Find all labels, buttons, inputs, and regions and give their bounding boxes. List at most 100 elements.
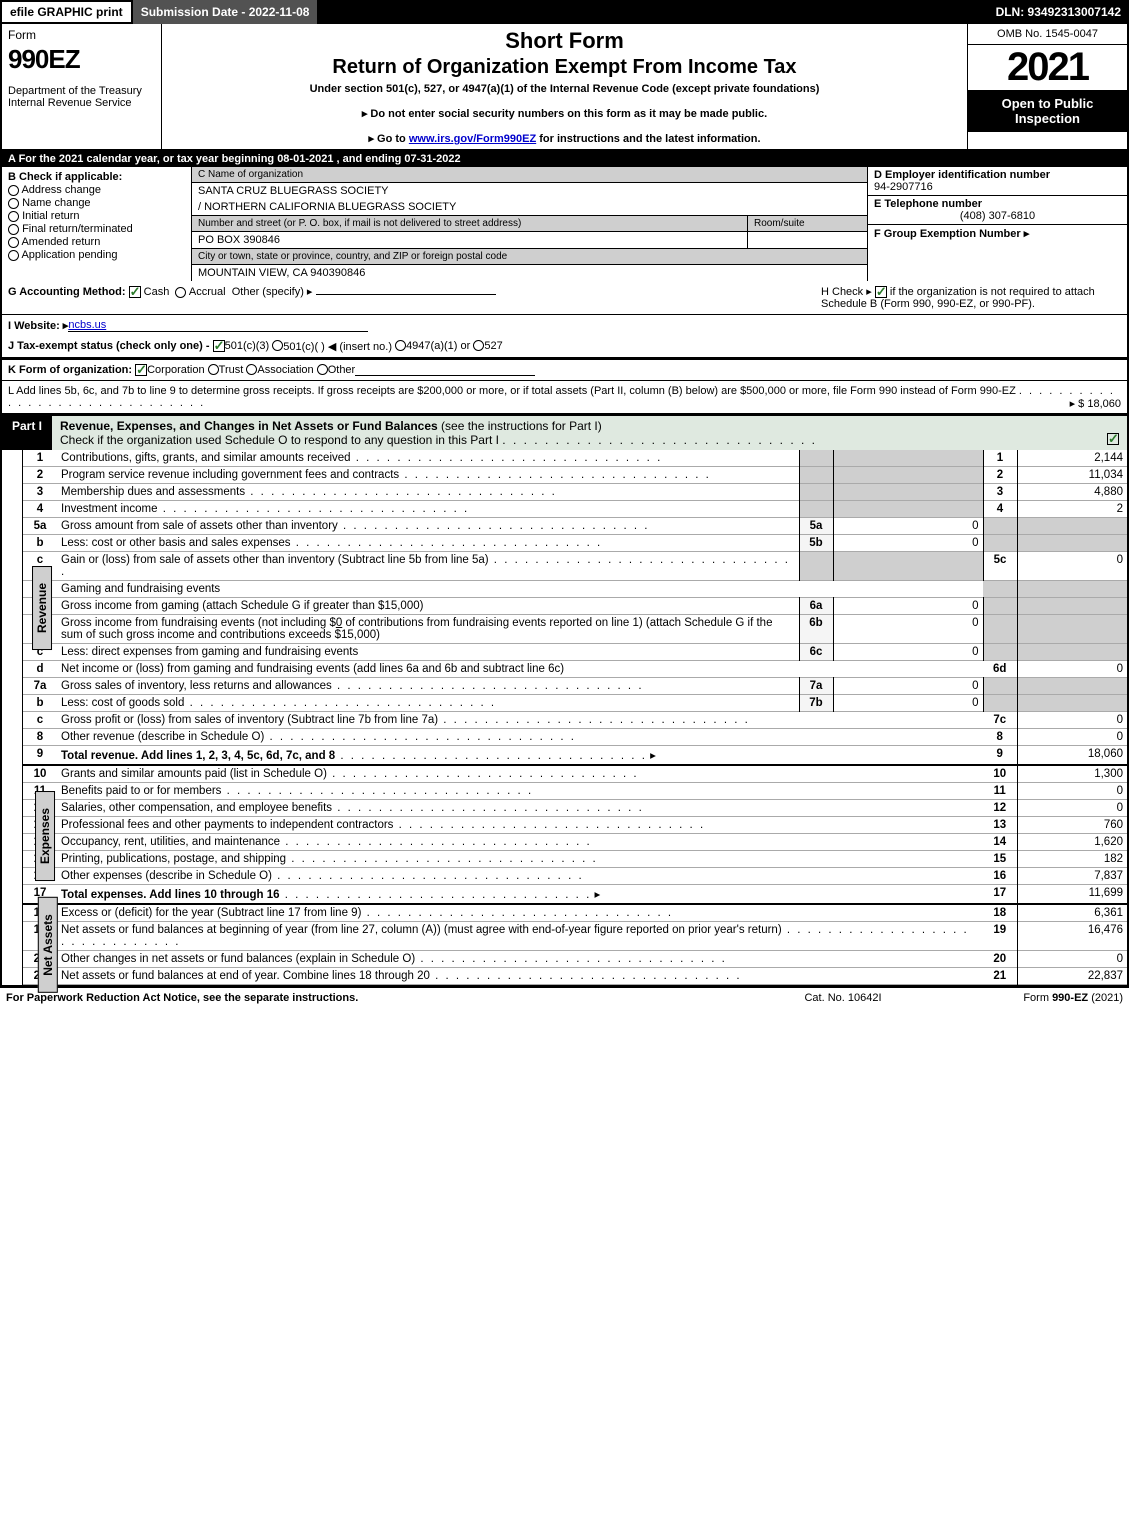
revenue-section: Revenue 1Contributions, gifts, grants, a…	[2, 450, 1127, 766]
org-name-2: / NORTHERN CALIFORNIA BLUEGRASS SOCIETY	[192, 199, 867, 215]
org-name-1: SANTA CRUZ BLUEGRASS SOCIETY	[192, 183, 867, 199]
part1-header: Part I Revenue, Expenses, and Changes in…	[2, 416, 1127, 450]
header-mid: Short Form Return of Organization Exempt…	[162, 24, 967, 149]
header-right: OMB No. 1545-0047 2021 Open to Public In…	[967, 24, 1127, 149]
chk-address-change[interactable]: Address change	[8, 184, 185, 196]
k-assoc: Association	[257, 364, 313, 376]
chk-trust[interactable]	[208, 364, 219, 375]
j-501c: 501(c)( ) ◀ (insert no.)	[283, 340, 392, 353]
line-7b: bLess: cost of goods sold7b0	[23, 695, 1127, 712]
footer-left: For Paperwork Reduction Act Notice, see …	[6, 992, 743, 1004]
line-18: 18Excess or (deficit) for the year (Subt…	[23, 905, 1127, 922]
g-accrual: Accrual	[189, 286, 226, 298]
chk-501c[interactable]	[272, 340, 283, 351]
open-to-public: Open to Public Inspection	[968, 90, 1127, 132]
j-label: J Tax-exempt status (check only one) -	[8, 340, 210, 353]
expenses-section: Expenses 10Grants and similar amounts pa…	[2, 766, 1127, 905]
f-group-exemption: F Group Exemption Number ▸	[868, 225, 1127, 242]
revenue-tab: Revenue	[32, 566, 52, 650]
j-501c3: 501(c)(3)	[225, 340, 270, 353]
line-19: 19Net assets or fund balances at beginni…	[23, 922, 1127, 951]
line-21: 21Net assets or fund balances at end of …	[23, 968, 1127, 985]
line-1: 1Contributions, gifts, grants, and simil…	[23, 450, 1127, 467]
line-20: 20Other changes in net assets or fund ba…	[23, 951, 1127, 968]
efile-print-button[interactable]: efile GRAPHIC print	[0, 0, 133, 24]
chk-name-change[interactable]: Name change	[8, 197, 185, 209]
form-number: 990EZ	[8, 44, 155, 75]
k-other-input[interactable]	[355, 364, 535, 376]
chk-other-org[interactable]	[317, 364, 328, 375]
dept-text: Department of the Treasury Internal Reve…	[8, 85, 155, 109]
chk-initial-return[interactable]: Initial return	[8, 210, 185, 222]
g-other-input[interactable]	[316, 294, 496, 295]
line-16: 16Other expenses (describe in Schedule O…	[23, 868, 1127, 885]
chk-application-pending[interactable]: Application pending	[8, 249, 185, 261]
submission-date: Submission Date - 2022-11-08	[133, 0, 320, 24]
chk-accrual[interactable]	[175, 287, 186, 298]
netassets-section: Net Assets 18Excess or (deficit) for the…	[2, 905, 1127, 985]
line-17: 17Total expenses. Add lines 10 through 1…	[23, 885, 1127, 905]
row-j: J Tax-exempt status (check only one) - 5…	[2, 336, 1127, 358]
form-label: Form	[8, 28, 155, 42]
goto-link[interactable]: www.irs.gov/Form990EZ	[409, 133, 536, 145]
line-14: 14Occupancy, rent, utilities, and mainte…	[23, 834, 1127, 851]
line-5b: bLess: cost or other basis and sales exp…	[23, 535, 1127, 552]
row-l: L Add lines 5b, 6c, and 7b to line 9 to …	[2, 381, 1127, 414]
chk-cash[interactable]	[129, 286, 141, 298]
chk-527[interactable]	[473, 340, 484, 351]
c-street-head: Number and street (or P. O. box, if mail…	[192, 216, 747, 232]
c-city-head: City or town, state or province, country…	[192, 249, 867, 265]
chk-assoc[interactable]	[246, 364, 257, 375]
chk-4947[interactable]	[395, 340, 406, 351]
chk-h[interactable]	[875, 286, 887, 298]
part1: Part I Revenue, Expenses, and Changes in…	[0, 416, 1129, 987]
section-a: A For the 2021 calendar year, or tax yea…	[0, 151, 1129, 360]
part1-check-text: Check if the organization used Schedule …	[60, 433, 499, 447]
line-8: 8Other revenue (describe in Schedule O)8…	[23, 729, 1127, 746]
footer-right: Form 990-EZ (2021)	[943, 992, 1123, 1004]
l-text: L Add lines 5b, 6c, and 7b to line 9 to …	[8, 385, 1016, 397]
tax-year: 2021	[968, 45, 1127, 90]
dln-label: DLN: 93492313007142	[988, 0, 1129, 24]
return-title: Return of Organization Exempt From Incom…	[168, 56, 961, 79]
k-other: Other	[328, 364, 356, 376]
org-street: PO BOX 390846	[192, 232, 747, 248]
page-footer: For Paperwork Reduction Act Notice, see …	[0, 987, 1129, 1008]
donot-text: ▸ Do not enter social security numbers o…	[168, 107, 961, 120]
website-link[interactable]: ncbs.us	[68, 319, 368, 332]
line-6a: aGross income from gaming (attach Schedu…	[23, 598, 1127, 615]
line-13: 13Professional fees and other payments t…	[23, 817, 1127, 834]
footer-center: Cat. No. 10642I	[743, 992, 943, 1004]
line-6c: cLess: direct expenses from gaming and f…	[23, 644, 1127, 661]
line-7c: cGross profit or (loss) from sales of in…	[23, 712, 1127, 729]
chk-schedule-o[interactable]	[1107, 433, 1119, 445]
j-4947: 4947(a)(1) or	[406, 340, 470, 353]
k-corp: Corporation	[147, 364, 204, 376]
line-11: 11Benefits paid to or for members110	[23, 783, 1127, 800]
k-trust: Trust	[219, 364, 244, 376]
org-city: MOUNTAIN VIEW, CA 940390846	[192, 265, 867, 281]
topbar-spacer	[319, 0, 987, 24]
part1-title: Revenue, Expenses, and Changes in Net As…	[52, 416, 1127, 450]
chk-final-return[interactable]: Final return/terminated	[8, 223, 185, 235]
goto-text: ▸ Go to www.irs.gov/Form990EZ for instru…	[168, 132, 961, 145]
line-6d: dNet income or (loss) from gaming and fu…	[23, 661, 1127, 678]
g-other: Other (specify) ▸	[232, 286, 313, 298]
j-527: 527	[484, 340, 502, 353]
short-form-title: Short Form	[168, 28, 961, 54]
chk-amended-return[interactable]: Amended return	[8, 236, 185, 248]
line-9: 9Total revenue. Add lines 1, 2, 3, 4, 5c…	[23, 746, 1127, 766]
under-section: Under section 501(c), 527, or 4947(a)(1)…	[168, 83, 961, 95]
expenses-tab: Expenses	[35, 791, 55, 881]
expenses-table: 10Grants and similar amounts paid (list …	[23, 766, 1127, 905]
line-2: 2Program service revenue including gover…	[23, 467, 1127, 484]
netassets-table: 18Excess or (deficit) for the year (Subt…	[23, 905, 1127, 985]
col-de: D Employer identification number94-29077…	[867, 167, 1127, 281]
chk-501c3[interactable]	[213, 340, 225, 352]
c-room-head: Room/suite	[748, 216, 867, 232]
line-6: 6Gaming and fundraising events	[23, 581, 1127, 598]
k-label: K Form of organization:	[8, 364, 132, 376]
l-amount: ▸ $ 18,060	[1070, 397, 1121, 410]
line-6b: bGross income from fundraising events (n…	[23, 615, 1127, 644]
chk-corp[interactable]	[135, 364, 147, 376]
